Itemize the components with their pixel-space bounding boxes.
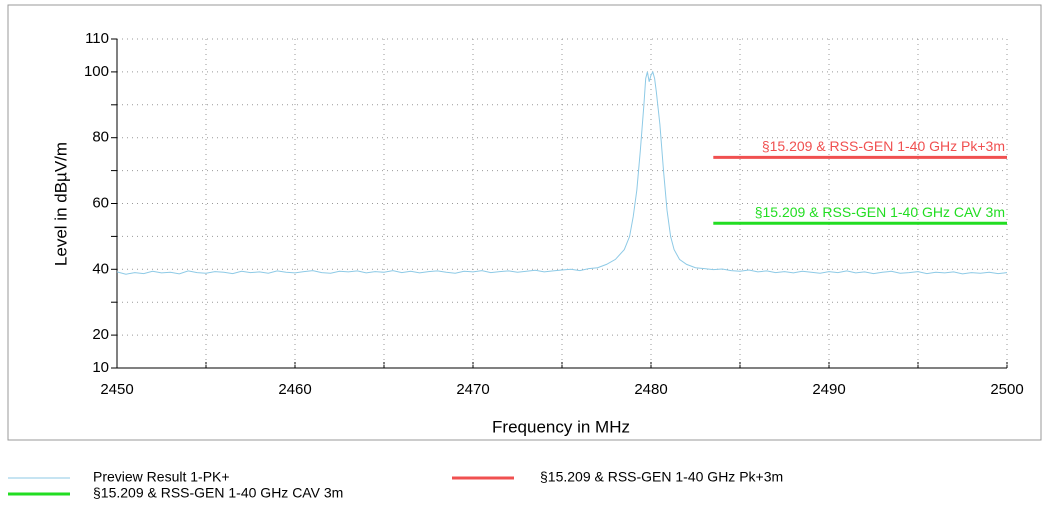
limit-label: §15.209 & RSS-GEN 1-40 GHz CAV 3m	[755, 204, 1005, 220]
x-axis-label: Frequency in MHz	[492, 417, 630, 436]
x-tick-label: 2470	[456, 381, 489, 398]
y-tick-label: 110	[85, 30, 109, 47]
x-tick-label: 2450	[100, 381, 133, 398]
y-tick-label: 60	[92, 194, 109, 211]
legend-label: Preview Result 1-PK+	[93, 469, 230, 485]
legend-label: §15.209 & RSS-GEN 1-40 GHz Pk+3m	[540, 469, 783, 485]
x-tick-label: 2500	[990, 381, 1023, 398]
y-tick-label: 10	[92, 359, 109, 376]
y-axis-label: Level in dBµV/m	[51, 142, 70, 266]
x-tick-label: 2480	[634, 381, 667, 398]
x-tick-label: 2490	[812, 381, 845, 398]
x-tick-label: 2460	[278, 381, 311, 398]
y-tick-label: 40	[92, 260, 109, 277]
trace-line	[116, 70, 1008, 275]
y-tick-label: 20	[92, 326, 109, 343]
y-tick-label: 100	[84, 63, 109, 80]
legend-label: §15.209 & RSS-GEN 1-40 GHz CAV 3m	[93, 485, 343, 501]
y-tick-label: 80	[92, 129, 109, 146]
limit-label: §15.209 & RSS-GEN 1-40 GHz Pk+3m	[762, 138, 1005, 154]
